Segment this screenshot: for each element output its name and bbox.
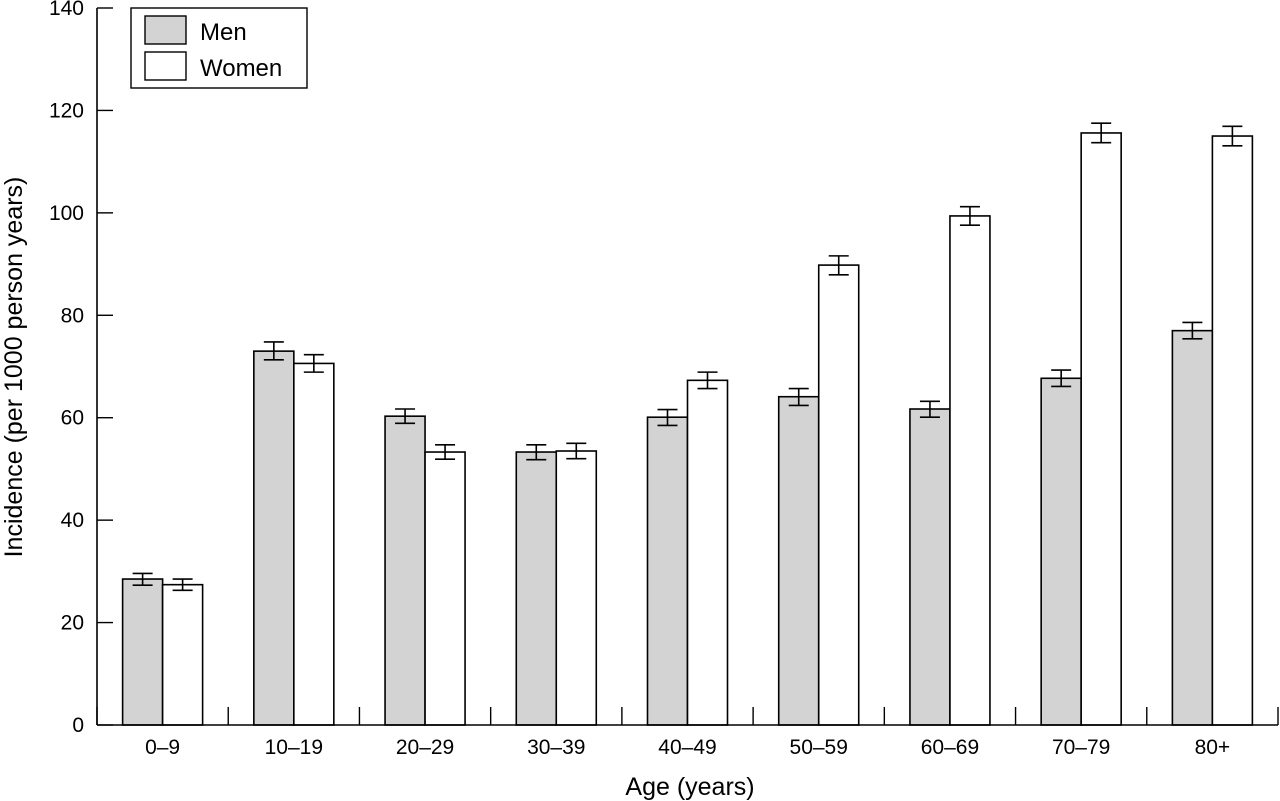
- y-tick-label: 0: [72, 714, 84, 737]
- bar-men-3: [515, 451, 558, 726]
- bar-men-2: [384, 415, 426, 726]
- error-bar-men-7: [1051, 369, 1072, 388]
- x-tick-label: 20–29: [396, 736, 454, 759]
- bar-men-7: [1040, 377, 1082, 726]
- y-axis-title: Incidence (per 1000 person years): [0, 177, 28, 558]
- error-bar-men-2: [395, 408, 416, 425]
- bar-women-5: [817, 264, 860, 726]
- error-bar-men-5: [788, 387, 809, 407]
- error-bar-women-2: [435, 444, 456, 460]
- ticks-layer: 0–9 10–19 20–29 30–39 40–49 50–59 60–69 70–79 80…: [49, 0, 1279, 759]
- bar-men-6: [909, 408, 951, 726]
- x-tick-label: 60–69: [921, 736, 979, 759]
- x-tick-label: 80+: [1195, 736, 1231, 759]
- x-tick-label: 0–9: [145, 736, 180, 759]
- error-bar-women-5: [828, 255, 849, 276]
- bar-women-3: [555, 450, 598, 726]
- error-bar-women-8: [1222, 125, 1243, 147]
- bar-women-1: [293, 362, 335, 726]
- bar-women-7: [1080, 132, 1122, 726]
- legend-swatch-men: [144, 15, 187, 45]
- bars-layer: [121, 122, 1254, 726]
- y-tick-label: 120: [49, 99, 84, 122]
- error-bar-women-0: [172, 578, 193, 592]
- x-axis-title: Age (years): [625, 773, 754, 801]
- bar-women-6: [949, 215, 991, 726]
- error-bar-men-4: [657, 408, 678, 427]
- error-bar-men-8: [1182, 321, 1203, 340]
- y-tick-label: 80: [61, 304, 84, 327]
- legend-label-women: Women: [200, 55, 282, 82]
- error-bar-women-4: [697, 371, 718, 390]
- error-bar-women-3: [566, 442, 587, 460]
- bar-men-1: [253, 350, 295, 726]
- bar-women-2: [424, 451, 466, 726]
- bar-women-4: [686, 379, 729, 726]
- error-bar-men-0: [132, 572, 153, 586]
- error-bar-men-6: [919, 400, 940, 419]
- error-bar-women-1: [303, 353, 324, 373]
- error-bar-women-7: [1091, 122, 1112, 144]
- x-tick-label: 30–39: [527, 736, 585, 759]
- y-tick-label: 140: [49, 0, 84, 20]
- bar-men-8: [1171, 329, 1214, 726]
- x-tick-label: 50–59: [790, 736, 848, 759]
- legend: Men Women: [130, 7, 308, 89]
- y-tick-label: 40: [61, 509, 84, 532]
- y-tick-label: 100: [49, 202, 84, 225]
- x-tick-label: 70–79: [1052, 736, 1110, 759]
- bar-men-5: [777, 395, 820, 726]
- x-tick-label: 40–49: [658, 736, 716, 759]
- legend-swatch-women: [144, 51, 187, 81]
- axes-layer: [96, 8, 1278, 726]
- x-tick-label: 10–19: [265, 736, 323, 759]
- legend-label-men: Men: [200, 19, 247, 46]
- bar-women-8: [1211, 135, 1254, 726]
- error-bar-men-3: [526, 444, 547, 461]
- bar-men-4: [646, 416, 689, 726]
- error-bar-women-6: [959, 205, 980, 226]
- error-bar-men-1: [263, 341, 284, 361]
- y-tick-label: 20: [61, 612, 84, 635]
- bar-women-0: [161, 583, 204, 726]
- y-tick-label: 60: [61, 407, 84, 430]
- bar-men-0: [121, 578, 164, 726]
